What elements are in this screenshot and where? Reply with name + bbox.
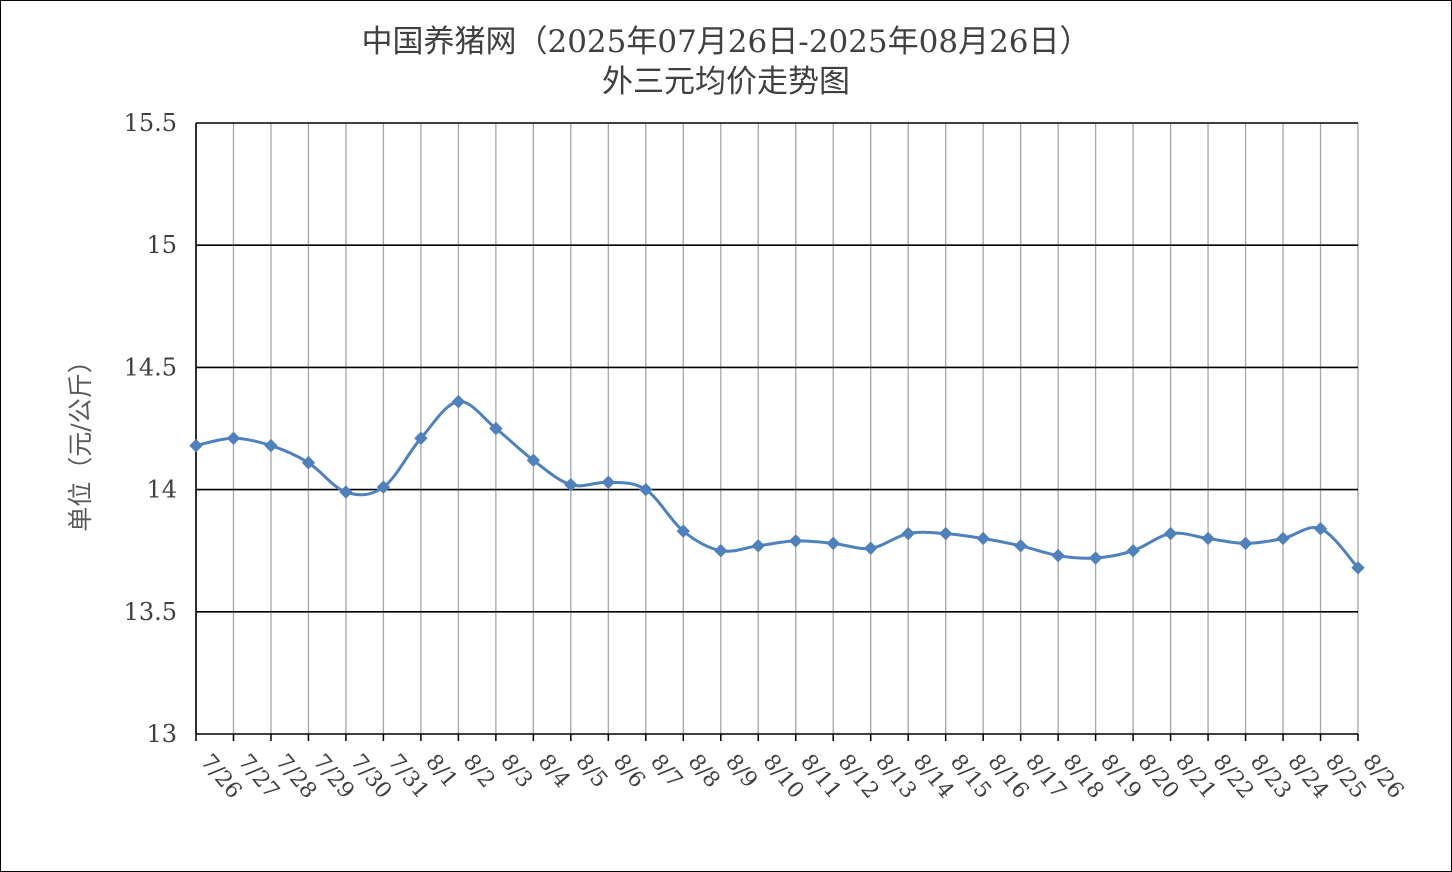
data-point-marker	[976, 531, 990, 546]
y-tick-label: 14.5	[124, 353, 177, 381]
y-tick-label: 15	[146, 231, 177, 259]
y-tick-labels: 15.5 15 14.5 14 13.5 13	[124, 109, 177, 748]
x-tick-label: 8/13	[870, 750, 921, 804]
x-tick-label: 8/11	[795, 750, 846, 804]
x-tick-label: 8/8	[683, 750, 725, 793]
data-point-marker	[414, 431, 428, 445]
x-tick-label: 8/20	[1133, 750, 1184, 804]
x-tick-label: 8/6	[608, 750, 650, 793]
x-tick-label: 8/17	[1020, 750, 1071, 804]
x-tick-label: 8/4	[533, 750, 575, 793]
data-point-marker	[339, 485, 353, 499]
data-point-marker	[1163, 526, 1178, 541]
series-line	[195, 400, 1360, 569]
x-tick-label: 7/26	[195, 750, 246, 804]
chart-title: 中国养猪网（2025年07月26日-2025年08月26日）	[361, 24, 1091, 60]
x-tick-label: 8/18	[1058, 750, 1109, 804]
data-point-marker	[601, 475, 616, 489]
data-point-marker	[1051, 548, 1065, 563]
data-point-marker	[189, 438, 203, 453]
data-point-marker	[489, 421, 503, 436]
x-tick-label: 8/2	[458, 750, 500, 793]
x-tick-label: 8/21	[1170, 750, 1221, 804]
y-tick-label: 15.5	[124, 109, 177, 137]
data-point-marker	[301, 456, 316, 470]
x-tick-label: 8/23	[1245, 750, 1296, 804]
x-tick-label: 8/16	[983, 750, 1034, 804]
data-point-marker	[1238, 536, 1253, 551]
data-point-marker	[714, 543, 728, 558]
x-tick-label: 8/7	[645, 750, 687, 793]
x-tick-label: 8/9	[720, 750, 762, 793]
x-tick-labels: 7/267/277/287/297/307/318/18/28/38/48/58…	[195, 750, 1408, 804]
series-line-path	[195, 400, 1360, 569]
x-tick-label: 8/12	[833, 750, 884, 804]
x-tick-label: 7/31	[383, 750, 434, 804]
data-point-marker	[376, 480, 391, 494]
y-tick-label: 13	[146, 720, 177, 748]
x-tick-label: 8/14	[908, 750, 959, 804]
axes	[195, 123, 1359, 741]
x-tick-label: 7/29	[308, 750, 359, 804]
x-tick-label: 8/3	[495, 750, 537, 793]
data-point-marker	[264, 438, 278, 453]
x-tick-label: 7/27	[233, 750, 284, 804]
data-point-marker	[1013, 539, 1028, 553]
data-point-marker	[826, 536, 840, 551]
vertical-gridlines	[195, 123, 1359, 734]
data-point-marker	[676, 524, 690, 538]
x-tick-label: 8/19	[1095, 750, 1146, 804]
x-tick-label: 8/25	[1320, 750, 1371, 804]
data-point-marker	[938, 526, 953, 541]
data-point-marker	[226, 431, 241, 445]
data-point-marker	[1313, 521, 1328, 536]
data-points	[189, 394, 1365, 575]
y-tick-label: 14	[146, 476, 177, 504]
data-point-marker	[1126, 543, 1140, 558]
x-tick-label: 7/28	[270, 750, 321, 804]
data-point-marker	[1088, 551, 1103, 565]
chart-subtitle: 外三元均价走势图	[602, 64, 850, 100]
x-tick-label: 8/26	[1357, 750, 1408, 804]
x-tick-label: 8/15	[945, 750, 996, 804]
data-point-marker	[526, 453, 541, 467]
data-point-marker	[901, 526, 915, 541]
data-point-marker	[1201, 531, 1215, 546]
data-point-marker	[451, 394, 466, 409]
data-point-marker	[564, 478, 578, 492]
x-tick-label: 8/22	[1207, 750, 1258, 804]
x-tick-label: 8/5	[570, 750, 612, 793]
data-point-marker	[789, 534, 803, 548]
horizontal-gridlines	[196, 122, 1358, 613]
data-point-marker	[864, 541, 878, 555]
x-tick-label: 8/10	[758, 750, 809, 804]
data-point-marker	[639, 482, 653, 497]
data-point-marker	[1351, 561, 1365, 575]
data-point-marker	[751, 539, 765, 553]
y-tick-label: 13.5	[124, 598, 177, 626]
data-point-marker	[1276, 531, 1290, 546]
x-tick-label: 8/24	[1282, 750, 1333, 804]
x-tick-label: 7/30	[345, 750, 396, 804]
